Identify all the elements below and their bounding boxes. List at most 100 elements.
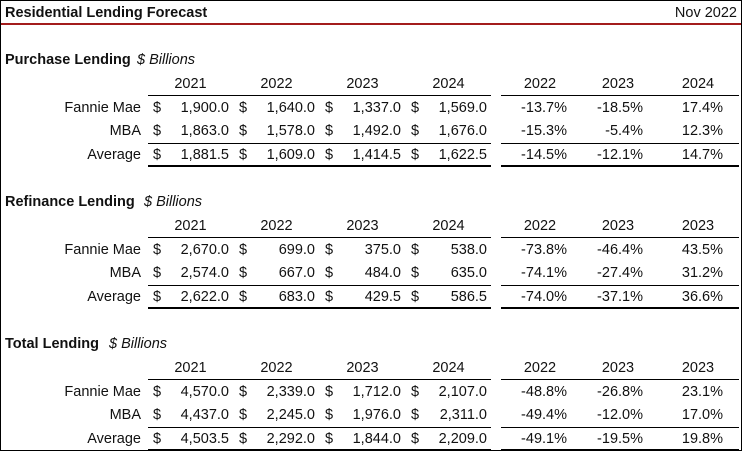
change-cell: 19.8%: [681, 431, 723, 448]
currency-symbol: $: [153, 123, 162, 140]
currency-symbol: $: [239, 431, 248, 448]
change-cell: -74.1%: [521, 265, 567, 282]
year-header: 2022: [260, 218, 293, 235]
amount-cell: 1,676.0: [438, 123, 487, 140]
year-header: 2023: [346, 218, 379, 235]
currency-symbol: $: [325, 99, 334, 116]
change-cell: 12.3%: [681, 123, 723, 140]
currency-symbol: $: [153, 241, 162, 258]
amount-cell: 1,881.5: [180, 147, 229, 164]
currency-symbol: $: [153, 147, 162, 164]
amount-cell: 586.5: [450, 289, 487, 306]
amount-cell: 4,503.5: [180, 431, 229, 448]
change-cell: -19.5%: [597, 431, 643, 448]
change-cell: -12.1%: [597, 147, 643, 164]
average-topline: [501, 427, 739, 429]
amount-cell: 667.0: [278, 265, 315, 282]
row-label: MBA: [109, 407, 141, 424]
change-cell: -73.8%: [521, 241, 567, 258]
currency-symbol: $: [411, 147, 420, 164]
year-header: 2021: [174, 76, 207, 92]
amount-cell: 429.5: [364, 289, 401, 306]
change-cell: 43.5%: [681, 241, 723, 258]
currency-symbol: $: [411, 383, 420, 400]
currency-symbol: $: [239, 123, 248, 140]
change-cell: -18.5%: [597, 99, 643, 116]
header-underline: [501, 94, 739, 96]
change-year-header: 2023: [681, 218, 715, 235]
currency-symbol: $: [239, 407, 248, 424]
currency-symbol: $: [411, 265, 420, 282]
currency-symbol: $: [411, 99, 420, 116]
section-title: Total Lending: [5, 336, 99, 353]
amount-cell: 1,337.0: [352, 99, 401, 116]
header-underline: [148, 94, 491, 96]
average-topline: [501, 285, 739, 287]
average-underline: [501, 448, 739, 450]
row-label: MBA: [109, 123, 141, 140]
row-label: Fannie Mae: [64, 99, 141, 116]
currency-symbol: $: [239, 383, 248, 400]
amount-cell: 2,245.0: [266, 407, 315, 424]
change-cell: -46.4%: [597, 241, 643, 258]
average-underline: [148, 448, 491, 450]
year-header: 2024: [432, 76, 465, 92]
section-unit: $ Billions: [144, 194, 203, 211]
average-topline: [501, 143, 739, 145]
amount-cell: 1,578.0: [266, 123, 315, 140]
change-cell: 17.0%: [681, 407, 723, 424]
amount-cell: 1,976.0: [352, 407, 401, 424]
year-header: 2024: [432, 218, 465, 235]
change-cell: -48.8%: [521, 383, 567, 400]
average-topline: [148, 285, 491, 287]
currency-symbol: $: [325, 431, 334, 448]
change-year-header: 2024: [681, 76, 715, 92]
row-label: Fannie Mae: [64, 241, 141, 258]
amount-cell: 2,209.0: [438, 431, 487, 448]
currency-symbol: $: [325, 123, 334, 140]
row-label: MBA: [109, 265, 141, 282]
year-header: 2023: [346, 360, 379, 377]
amount-cell: 1,844.0: [352, 431, 401, 448]
currency-symbol: $: [325, 265, 334, 282]
amount-cell: 699.0: [278, 241, 315, 258]
change-cell: -37.1%: [597, 289, 643, 306]
row-label: Average: [87, 289, 141, 306]
average-underline: [501, 306, 739, 309]
amount-cell: 375.0: [364, 241, 401, 258]
currency-symbol: $: [153, 407, 162, 424]
currency-symbol: $: [325, 289, 334, 306]
currency-symbol: $: [153, 289, 162, 306]
amount-cell: 2,339.0: [266, 383, 315, 400]
currency-symbol: $: [325, 147, 334, 164]
change-cell: 31.2%: [681, 265, 723, 282]
change-year-header: 2022: [523, 218, 557, 235]
row-label: Fannie Mae: [64, 383, 141, 400]
amount-cell: 1,414.5: [352, 147, 401, 164]
year-header: 2022: [260, 76, 293, 92]
currency-symbol: $: [411, 241, 420, 258]
amount-cell: 1,622.5: [438, 147, 487, 164]
amount-cell: 2,311.0: [439, 407, 487, 424]
currency-symbol: $: [325, 383, 334, 400]
change-year-header: 2022: [523, 360, 557, 377]
average-topline: [148, 143, 491, 145]
amount-cell: 2,292.0: [266, 431, 315, 448]
average-underline: [148, 306, 491, 309]
change-year-header: 2023: [601, 360, 635, 377]
section-title: Purchase Lending: [5, 52, 131, 69]
amount-cell: 1,712.0: [352, 383, 401, 400]
currency-symbol: $: [153, 99, 162, 116]
row-label: Average: [87, 431, 141, 448]
amount-cell: 2,670.0: [180, 241, 229, 258]
year-header: 2022: [260, 360, 293, 377]
currency-symbol: $: [239, 241, 248, 258]
sheet-title: Residential Lending Forecast: [5, 5, 208, 21]
section-title: Refinance Lending: [5, 194, 135, 211]
amount-cell: 1,609.0: [266, 147, 315, 164]
currency-symbol: $: [325, 407, 334, 424]
amount-cell: 4,570.0: [180, 383, 229, 400]
average-underline: [501, 164, 739, 167]
amount-cell: 4,437.0: [180, 407, 229, 424]
